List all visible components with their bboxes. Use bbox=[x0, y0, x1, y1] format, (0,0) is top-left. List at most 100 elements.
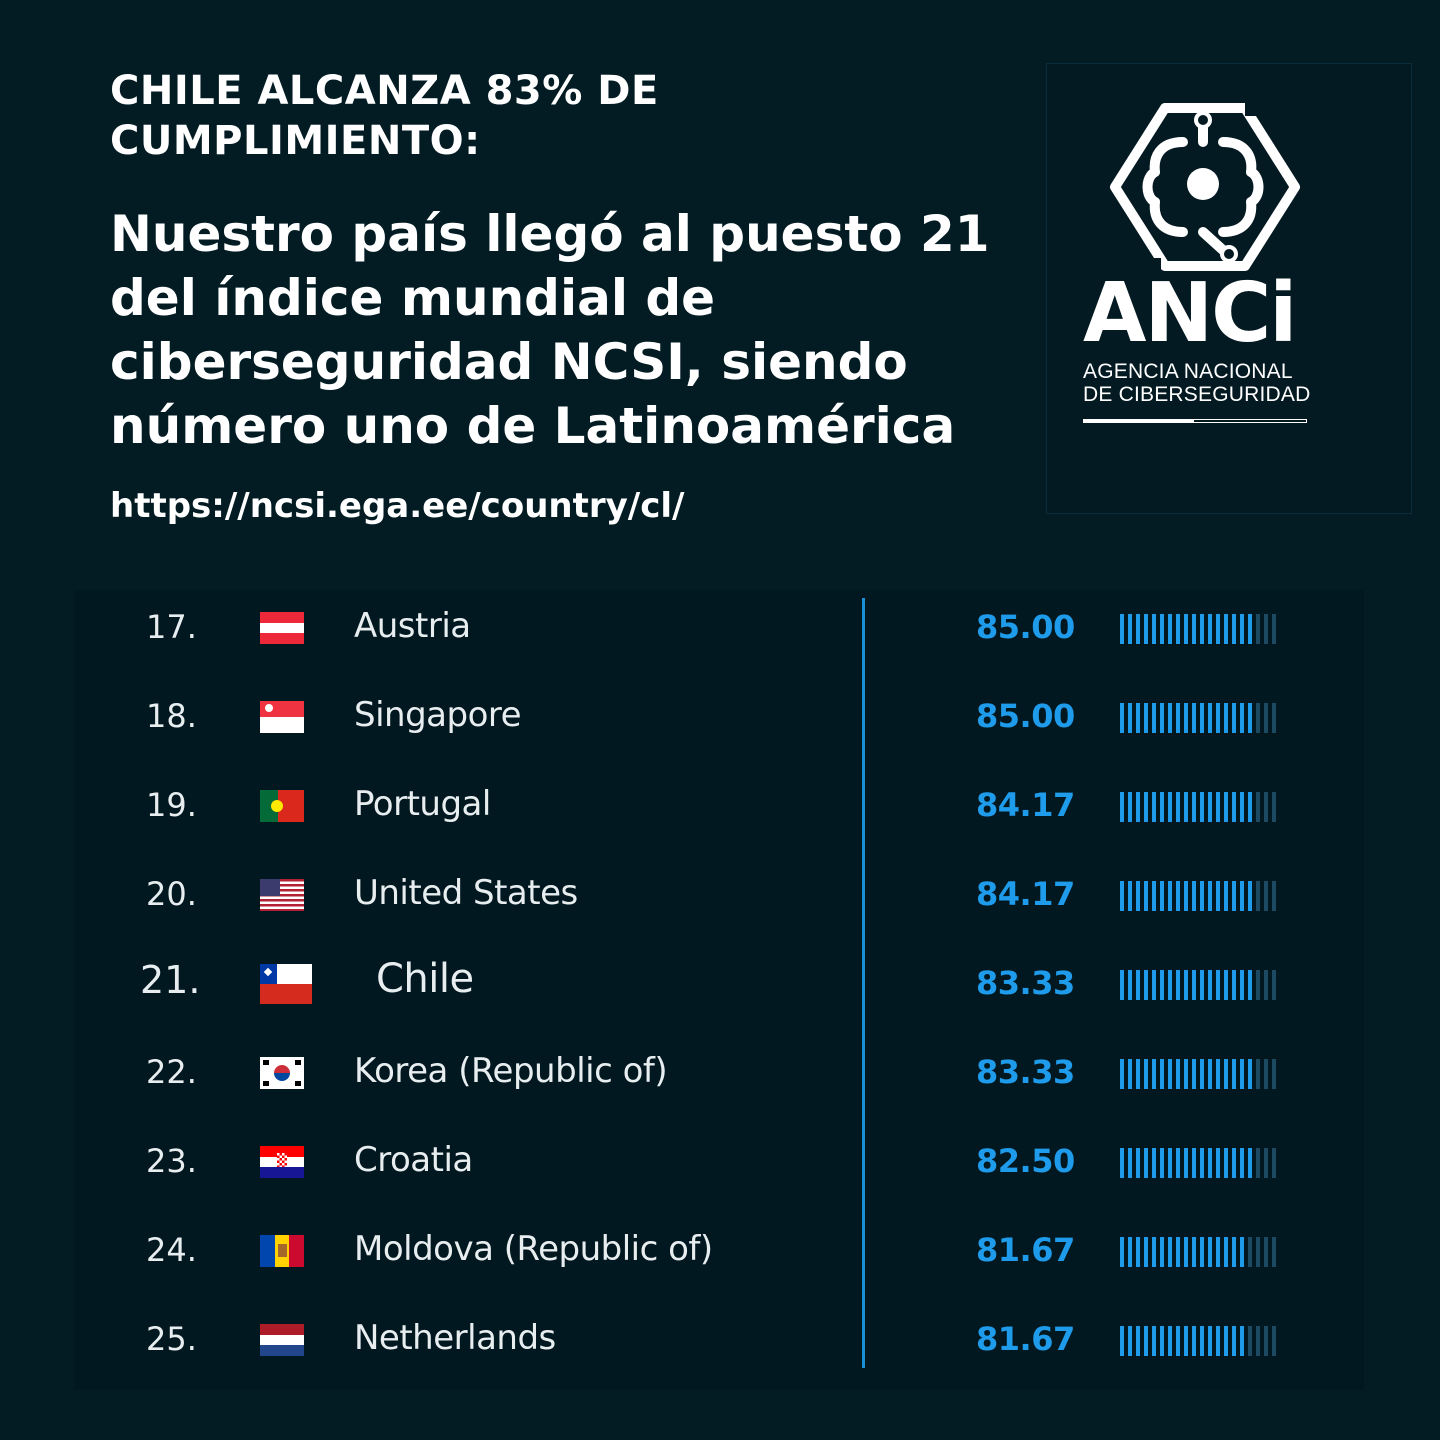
score-bar-segment bbox=[1168, 970, 1172, 1000]
score-bar-segment bbox=[1240, 703, 1244, 733]
score-bar-segment bbox=[1264, 1059, 1268, 1089]
score-value: 83.33 bbox=[976, 964, 1075, 1002]
score-bar-segment bbox=[1136, 792, 1140, 822]
score-bar-segment bbox=[1200, 881, 1204, 911]
ranking-row: 24. Moldova (Republic of) 81.67 bbox=[74, 1221, 1364, 1281]
score-bar-segment bbox=[1240, 1059, 1244, 1089]
score-bar-segment bbox=[1208, 1059, 1212, 1089]
score-bar-segment bbox=[1224, 614, 1228, 644]
score-bar-segment bbox=[1200, 703, 1204, 733]
rank-number: 25. bbox=[146, 1320, 197, 1358]
score-bar-segment bbox=[1272, 614, 1276, 644]
score-bar-segment bbox=[1152, 792, 1156, 822]
score-bar-segment bbox=[1224, 1237, 1228, 1267]
singapore-flag-icon bbox=[260, 701, 304, 733]
score-bar-segment bbox=[1240, 792, 1244, 822]
score-bar-segment bbox=[1168, 881, 1172, 911]
score-bar-segment bbox=[1216, 1059, 1220, 1089]
score-bar-segment bbox=[1176, 1237, 1180, 1267]
score-bar-segment bbox=[1248, 1059, 1252, 1089]
score-bar-segment bbox=[1264, 1237, 1268, 1267]
score-bar-segment bbox=[1168, 1148, 1172, 1178]
score-bar-segment bbox=[1152, 1059, 1156, 1089]
headline: Nuestro país llegó al puesto 21 del índi… bbox=[110, 205, 990, 455]
score-bar-segment bbox=[1136, 1237, 1140, 1267]
country-name: Portugal bbox=[354, 784, 491, 824]
score-bar-segment bbox=[1144, 881, 1148, 911]
score-bar-segment bbox=[1232, 1059, 1236, 1089]
score-value: 82.50 bbox=[976, 1142, 1075, 1180]
score-bar-segment bbox=[1256, 792, 1260, 822]
usa-flag-icon bbox=[260, 879, 304, 911]
ranking-table: 17. Austria 85.00 18. Singapore 85.00 19. Portu… bbox=[74, 590, 1364, 1390]
score-bar-segment bbox=[1216, 1237, 1220, 1267]
score-bar-segment bbox=[1136, 614, 1140, 644]
score-bar-segment bbox=[1184, 614, 1188, 644]
rank-number: 18. bbox=[146, 697, 197, 735]
score-bar-segment bbox=[1256, 970, 1260, 1000]
score-value: 84.17 bbox=[976, 786, 1075, 824]
score-bar-segment bbox=[1128, 1326, 1132, 1356]
score-value: 84.17 bbox=[976, 875, 1075, 913]
score-bar-segment bbox=[1144, 1237, 1148, 1267]
score-bar-segment bbox=[1176, 614, 1180, 644]
score-bar-segment bbox=[1144, 792, 1148, 822]
score-bar-segment bbox=[1120, 970, 1124, 1000]
score-bar-segment bbox=[1208, 1148, 1212, 1178]
score-bar-segment bbox=[1232, 792, 1236, 822]
score-bar-segment bbox=[1216, 1326, 1220, 1356]
score-bar-segment bbox=[1160, 1148, 1164, 1178]
score-bar-segment bbox=[1128, 1237, 1132, 1267]
score-bar-segment bbox=[1136, 970, 1140, 1000]
score-bar-segment bbox=[1128, 1059, 1132, 1089]
ranking-row: 18. Singapore 85.00 bbox=[74, 687, 1364, 747]
rank-number: 24. bbox=[146, 1231, 197, 1269]
score-bar-segment bbox=[1272, 1059, 1276, 1089]
score-bar-segment bbox=[1248, 1237, 1252, 1267]
score-bar-segment bbox=[1136, 1059, 1140, 1089]
score-bar-segment bbox=[1208, 970, 1212, 1000]
ranking-row: 22. Korea (Republic of) 83.33 bbox=[74, 1043, 1364, 1103]
score-bar-segment bbox=[1160, 614, 1164, 644]
score-bar-segment bbox=[1256, 1237, 1260, 1267]
score-bar-segment bbox=[1240, 970, 1244, 1000]
hexagon-circuit-icon bbox=[1110, 102, 1300, 272]
score-bar-segment bbox=[1176, 792, 1180, 822]
score-bar-segment bbox=[1216, 703, 1220, 733]
score-bar-segment bbox=[1168, 1326, 1172, 1356]
score-bar-segment bbox=[1264, 1326, 1268, 1356]
country-name: Austria bbox=[354, 606, 471, 646]
ncsi-link[interactable]: https://ncsi.ega.ee/country/cl/ bbox=[110, 486, 685, 526]
score-bar bbox=[1120, 703, 1276, 733]
chile-flag-icon bbox=[260, 964, 312, 1004]
ranking-row: 17. Austria 85.00 bbox=[74, 598, 1364, 658]
score-bar-segment bbox=[1144, 703, 1148, 733]
score-bar-segment bbox=[1216, 881, 1220, 911]
rank-number: 23. bbox=[146, 1142, 197, 1180]
ranking-row: 19. Portugal 84.17 bbox=[74, 776, 1364, 836]
score-bar-segment bbox=[1240, 1148, 1244, 1178]
score-bar-segment bbox=[1184, 703, 1188, 733]
score-bar-segment bbox=[1176, 881, 1180, 911]
score-bar-segment bbox=[1200, 970, 1204, 1000]
score-bar-segment bbox=[1136, 1148, 1140, 1178]
column-divider bbox=[862, 598, 865, 1368]
score-bar-segment bbox=[1160, 792, 1164, 822]
score-bar-segment bbox=[1160, 881, 1164, 911]
score-bar-segment bbox=[1200, 792, 1204, 822]
score-value: 81.67 bbox=[976, 1320, 1075, 1358]
score-bar-segment bbox=[1168, 792, 1172, 822]
score-bar-segment bbox=[1256, 614, 1260, 644]
score-bar-segment bbox=[1272, 1237, 1276, 1267]
score-value: 83.33 bbox=[976, 1053, 1075, 1091]
score-bar-segment bbox=[1184, 1059, 1188, 1089]
logo-underline bbox=[1083, 419, 1307, 423]
rank-number: 21. bbox=[140, 958, 201, 1002]
score-bar-segment bbox=[1208, 1326, 1212, 1356]
score-bar-segment bbox=[1224, 881, 1228, 911]
ranking-row: 23. Croatia 82.50 bbox=[74, 1132, 1364, 1192]
score-bar-segment bbox=[1208, 614, 1212, 644]
moldova-flag-icon bbox=[260, 1235, 304, 1267]
score-bar-segment bbox=[1232, 614, 1236, 644]
score-bar-segment bbox=[1216, 614, 1220, 644]
